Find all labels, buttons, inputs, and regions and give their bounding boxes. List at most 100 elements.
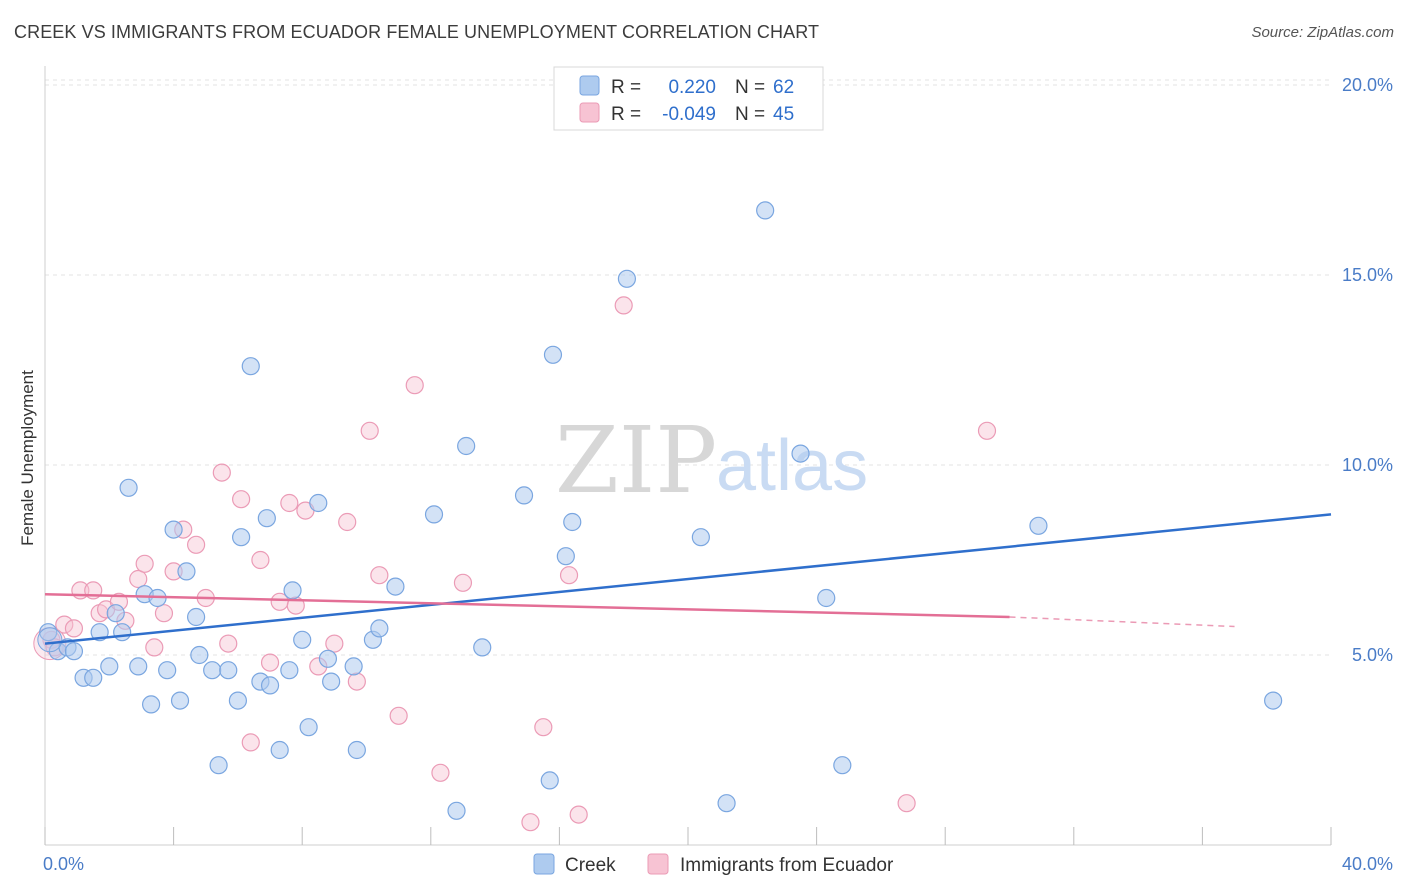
legend-n-label-creek: N =: [735, 77, 765, 98]
creek-point: [241, 357, 260, 376]
creek-point: [617, 269, 637, 288]
legend-r-value-ecuador: -0.049: [662, 104, 716, 125]
y-tick-labels: 5.0% 10.0% 15.0% 20.0%: [1342, 75, 1393, 665]
creek-point: [370, 619, 389, 638]
legend-n-value-ecuador: 45: [773, 104, 794, 125]
creek-point: [106, 604, 125, 623]
watermark: ZIP atlas: [555, 407, 868, 514]
stats-legend: R = 0.220 N = 62 R = -0.049 N = 45: [553, 66, 824, 131]
creek-point: [164, 520, 183, 539]
watermark-zip: ZIP: [555, 407, 717, 514]
y-tick-label: 15.0%: [1342, 265, 1393, 285]
ecuador-point: [370, 566, 389, 585]
ecuador-point: [347, 672, 366, 691]
ecuador-point: [897, 794, 916, 813]
creek-point: [424, 505, 444, 524]
legend-swatch-creek: [579, 75, 600, 96]
creek-point: [219, 661, 238, 680]
ecuador-point: [977, 421, 997, 440]
ecuador-point: [569, 805, 588, 824]
creek-point: [141, 695, 161, 714]
ecuador-point: [187, 535, 206, 554]
creek-point: [447, 801, 466, 820]
bottom-legend-swatch-ecuador: [647, 853, 669, 875]
creek-point: [203, 661, 222, 680]
x-tick-label: 0.0%: [43, 854, 84, 874]
ecuador-point: [135, 554, 154, 573]
ecuador-point: [389, 706, 408, 725]
creek-point: [691, 528, 710, 547]
y-tick-label: 20.0%: [1342, 75, 1393, 95]
ecuador-point: [212, 463, 231, 482]
creek-point: [170, 691, 190, 710]
creek-point: [187, 607, 206, 627]
creek-point: [177, 562, 196, 581]
legend-r-value-creek: 0.220: [668, 77, 716, 98]
ecuador-point: [614, 296, 633, 315]
ecuador-point: [280, 493, 299, 513]
axes: [44, 66, 1332, 846]
bottom-legend-label-creek: Creek: [565, 855, 616, 876]
ecuador-point: [260, 653, 280, 672]
creek-point: [756, 201, 775, 220]
creek-point: [84, 668, 103, 687]
x-tick-label: 40.0%: [1342, 854, 1393, 874]
creek-point: [64, 642, 84, 661]
ecuador-trend-line: [44, 592, 1010, 619]
creek-point: [309, 493, 328, 513]
creek-point: [209, 756, 228, 775]
creek-point: [833, 756, 852, 775]
creek-point: [473, 638, 492, 657]
ecuador-point: [453, 573, 473, 592]
creek-point: [543, 345, 563, 364]
ecuador-point: [559, 566, 579, 585]
creek-point: [1264, 691, 1283, 710]
ecuador-point: [521, 813, 540, 832]
creek-point: [293, 630, 312, 649]
source-label: Source: ZipAtlas.com: [1251, 24, 1394, 41]
grid-lines: [45, 79, 1331, 656]
creek-point: [113, 623, 132, 642]
ecuador-point: [360, 421, 379, 440]
creek-point: [540, 771, 559, 790]
ecuador-point: [55, 615, 74, 634]
creek-point: [190, 645, 209, 665]
creek-point: [100, 657, 119, 676]
creek-point: [556, 547, 575, 566]
ecuador-point: [338, 512, 357, 532]
ecuador-point: [431, 763, 450, 782]
creek-point: [563, 512, 582, 532]
legend-r-label-ecuador: R =: [611, 104, 641, 125]
creek-point: [228, 691, 247, 710]
creek-point: [322, 672, 341, 691]
y-tick-label: 5.0%: [1352, 645, 1393, 665]
bottom-legend: Creek Immigrants from Ecuador: [533, 853, 894, 876]
creek-point: [318, 649, 338, 668]
creek-point: [270, 740, 289, 760]
creek-point: [514, 486, 534, 505]
legend-n-label-ecuador: N =: [735, 104, 765, 125]
series-creek-points: [37, 201, 1283, 820]
creek-point: [158, 661, 177, 680]
ecuador-point: [64, 619, 84, 638]
legend-r-label-creek: R =: [611, 77, 641, 98]
ecuador-point: [232, 490, 251, 509]
x-tick-labels: 0.0% 40.0%: [43, 854, 1393, 874]
legend-n-value-creek: 62: [773, 77, 794, 98]
creek-point: [257, 509, 276, 528]
creek-point: [1029, 516, 1048, 535]
ecuador-point: [325, 634, 344, 653]
y-axis-label: Female Unemployment: [18, 370, 37, 546]
creek-point: [457, 436, 476, 456]
ecuador-point: [154, 604, 174, 623]
creek-point: [260, 676, 280, 695]
bottom-legend-label-ecuador: Immigrants from Ecuador: [680, 855, 894, 876]
creek-point: [119, 478, 138, 497]
creek-point-cluster: [37, 627, 63, 653]
watermark-atlas: atlas: [716, 426, 868, 506]
ecuador-point: [251, 550, 270, 570]
creek-point: [344, 657, 363, 676]
y-tick-label: 10.0%: [1342, 455, 1393, 475]
ecuador-point: [405, 376, 424, 395]
